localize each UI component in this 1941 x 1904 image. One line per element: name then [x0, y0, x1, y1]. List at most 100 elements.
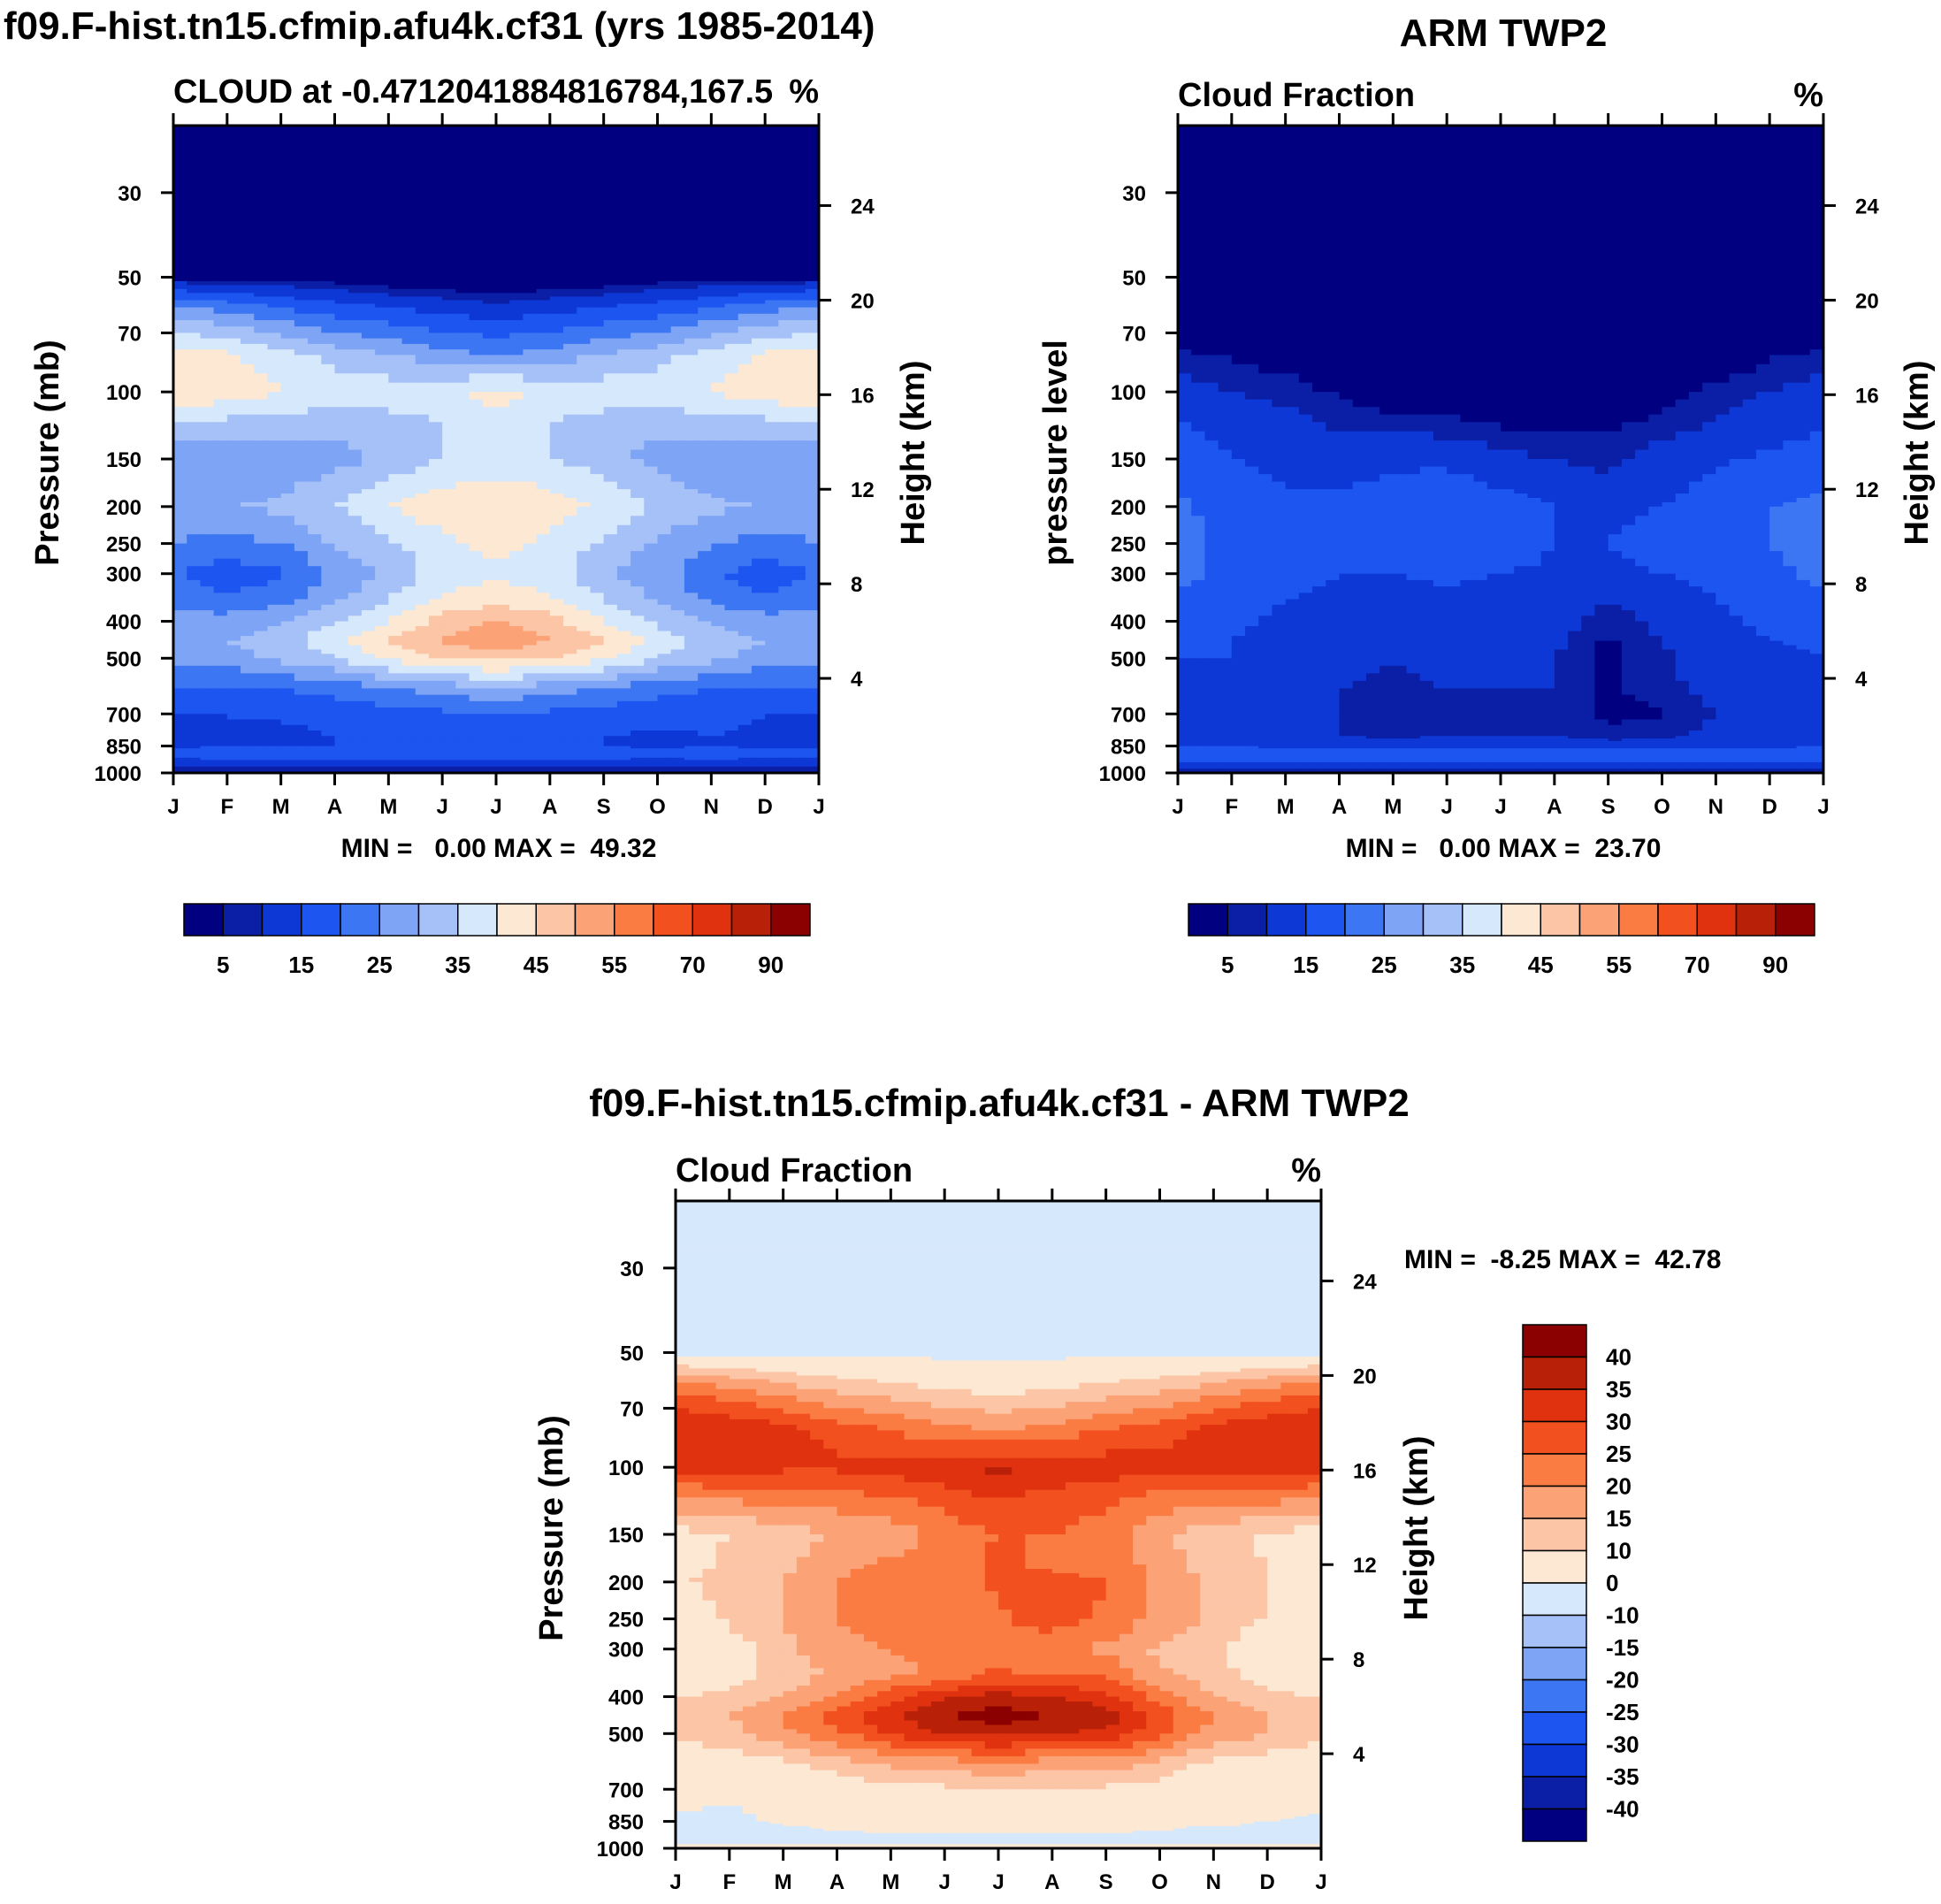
model-cell — [737, 280, 753, 286]
model-cell — [670, 755, 685, 759]
model-cell — [616, 645, 631, 651]
model-cell — [294, 761, 309, 765]
model-cell — [254, 192, 269, 215]
model-cell — [670, 768, 685, 772]
model-cell — [348, 277, 363, 282]
model-cell — [765, 234, 779, 257]
model-cell — [751, 158, 766, 177]
model-cell — [361, 616, 376, 623]
model-cell — [737, 256, 753, 279]
model-cell — [509, 616, 524, 623]
model-cell — [294, 665, 309, 674]
model-cell — [321, 566, 336, 575]
obs-cell — [1204, 192, 1219, 215]
model-cell — [442, 586, 456, 593]
obs-cell — [1339, 126, 1354, 143]
model-cell — [765, 616, 779, 623]
model-cell — [791, 680, 806, 690]
model-cell — [241, 414, 255, 423]
model-cell — [603, 449, 618, 460]
model-cell — [509, 213, 524, 236]
model-cell — [415, 141, 430, 160]
model-cell — [187, 333, 202, 340]
model-cell — [442, 626, 456, 632]
model-cell — [415, 730, 430, 737]
model-cell — [630, 431, 645, 441]
model-cell — [496, 573, 510, 581]
model-cell — [549, 466, 564, 475]
model-cell — [805, 604, 820, 611]
model-cell — [657, 407, 672, 416]
model-cell — [805, 338, 820, 345]
model-cell — [791, 141, 806, 160]
model-cell — [308, 658, 322, 667]
model-cell — [200, 680, 215, 690]
model-cell — [348, 658, 363, 667]
model-cell — [187, 501, 202, 508]
model-cell — [455, 688, 470, 696]
model-cell — [509, 740, 524, 745]
model-cell — [563, 466, 577, 475]
model-cell — [724, 740, 739, 745]
model-cell — [670, 481, 685, 490]
model-cell — [469, 755, 484, 759]
model-cell — [334, 466, 349, 475]
model-cell — [401, 516, 416, 526]
model-cell — [805, 481, 820, 490]
model-cell — [549, 449, 564, 460]
model-cell — [241, 636, 255, 642]
model-cell — [321, 466, 336, 475]
model-cell — [469, 141, 484, 160]
model-cell — [428, 343, 443, 350]
model-cell — [173, 750, 187, 754]
model-cell — [442, 326, 456, 334]
model-cell — [173, 382, 187, 393]
obs-cell — [1339, 175, 1354, 194]
model-cell — [657, 599, 672, 606]
model-cell — [254, 750, 269, 754]
model-cell — [213, 313, 228, 321]
model-cell — [805, 300, 820, 305]
model-cell — [791, 551, 806, 560]
model-cell — [791, 307, 806, 315]
model-colorbar-label: 70 — [680, 952, 706, 978]
model-cell — [698, 768, 712, 772]
model-cell — [765, 665, 779, 674]
obs-cell — [1231, 192, 1246, 215]
model-cell — [791, 285, 806, 290]
model-cell — [805, 256, 820, 279]
obs-cell — [1662, 175, 1677, 194]
model-cell — [630, 707, 645, 715]
model-cell — [226, 307, 241, 315]
model-cell — [577, 610, 592, 616]
model-cell — [805, 551, 820, 560]
model-cell — [455, 141, 470, 160]
model-cell — [442, 481, 456, 490]
model-cell — [226, 753, 241, 756]
model-cell — [401, 431, 416, 441]
model-cell — [415, 313, 430, 321]
model-cell — [509, 234, 524, 257]
model-cell — [348, 466, 363, 475]
model-cell — [603, 665, 618, 674]
model-cell — [334, 506, 349, 516]
model-cell — [308, 349, 322, 356]
model-cell — [415, 474, 430, 483]
model-cell — [751, 277, 766, 282]
model-cell — [280, 349, 295, 356]
model-cell — [791, 501, 806, 508]
model-cell — [442, 694, 456, 702]
model-cell — [630, 593, 645, 600]
model-cell — [294, 363, 309, 374]
model-cell — [280, 414, 295, 423]
model-cell — [577, 213, 592, 236]
model-colorbar-swatch — [535, 903, 577, 937]
model-cell — [348, 579, 363, 587]
model-cell — [737, 649, 753, 654]
model-cell — [401, 296, 416, 302]
model-cell — [361, 431, 376, 441]
model-cell — [308, 654, 322, 659]
obs-cell — [1648, 141, 1663, 160]
model-cell — [200, 707, 215, 715]
model-cell — [254, 586, 269, 593]
